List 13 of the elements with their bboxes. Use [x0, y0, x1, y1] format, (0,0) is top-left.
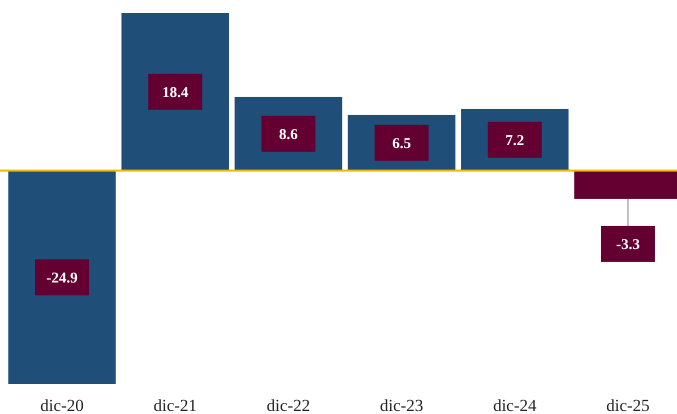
data-label: -3.3	[616, 237, 640, 254]
x-tick-label: dic-25	[606, 396, 650, 414]
x-tick-label: dic-24	[493, 396, 537, 414]
data-label: 18.4	[162, 85, 189, 102]
x-tick-label: dic-21	[154, 396, 197, 414]
data-label: 8.6	[279, 127, 298, 144]
data-label: 6.5	[392, 136, 411, 152]
x-tick-label: dic-23	[380, 396, 424, 414]
data-label: 7.2	[505, 133, 524, 150]
x-tick-label: dic-20	[40, 396, 84, 414]
bar	[8, 170, 116, 384]
data-label: -24.9	[46, 270, 78, 287]
x-tick-label: dic-22	[266, 396, 310, 414]
